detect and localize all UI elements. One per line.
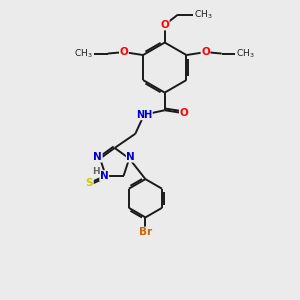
Text: O: O [119, 47, 128, 57]
Text: H: H [92, 167, 100, 176]
Text: NH: NH [136, 110, 152, 120]
Text: N: N [100, 171, 109, 181]
Text: N: N [126, 152, 135, 162]
Text: CH$_3$: CH$_3$ [236, 47, 255, 60]
Text: O: O [201, 47, 210, 57]
Text: O: O [179, 108, 188, 118]
Text: O: O [160, 20, 169, 30]
Text: CH$_3$: CH$_3$ [194, 8, 213, 21]
Text: CH$_3$: CH$_3$ [74, 47, 93, 60]
Text: Br: Br [139, 227, 152, 237]
Text: S: S [86, 178, 93, 188]
Text: N: N [93, 152, 102, 162]
